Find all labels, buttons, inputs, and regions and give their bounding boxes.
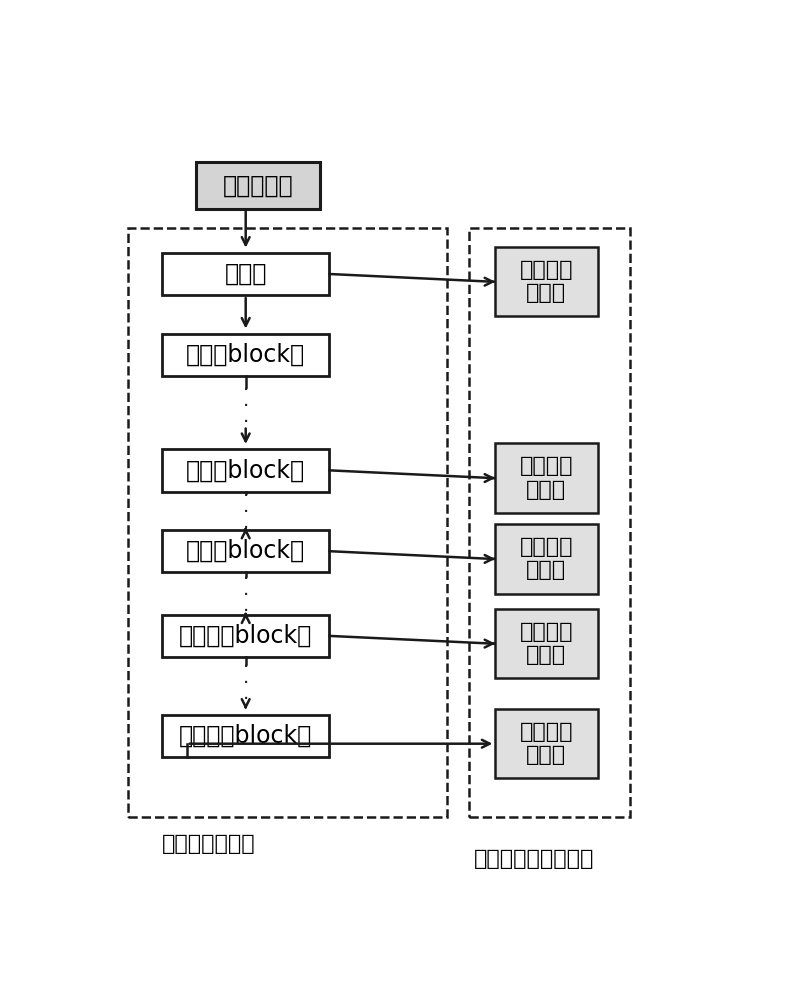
Bar (162, 715, 330, 757)
Text: 第四个block块: 第四个block块 (186, 458, 306, 482)
Text: ·
·
·: · · · (242, 658, 249, 709)
Text: 第一个block块: 第一个block块 (186, 343, 306, 367)
Text: 第八个block块: 第八个block块 (186, 539, 306, 563)
Text: 遥感图像块的特征图: 遥感图像块的特征图 (474, 849, 594, 869)
Bar (495, 247, 598, 316)
Text: 第三个子
特征图: 第三个子 特征图 (520, 537, 573, 580)
Bar (162, 334, 330, 376)
Text: 第二个子
特征图: 第二个子 特征图 (520, 456, 573, 500)
Text: 第一个子
特征图: 第一个子 特征图 (520, 260, 573, 303)
Bar (495, 443, 598, 513)
Bar (196, 162, 320, 209)
Text: 第五个子
特征图: 第五个子 特征图 (520, 722, 573, 765)
Bar (128, 228, 447, 817)
Bar (162, 530, 330, 572)
Text: 遥感图像块: 遥感图像块 (222, 173, 294, 197)
Text: 卷积层: 卷积层 (225, 262, 267, 286)
Text: ·
·
·: · · · (242, 570, 249, 621)
Text: 第十六个block块: 第十六个block块 (179, 624, 312, 648)
Text: 第二十个block块: 第二十个block块 (179, 724, 312, 748)
Text: ·
·
·: · · · (242, 487, 249, 538)
Bar (162, 449, 330, 492)
Bar (495, 609, 598, 678)
Bar (162, 615, 330, 657)
Bar (469, 228, 630, 817)
Text: ·
·
·: · · · (242, 381, 249, 432)
Text: 特征提取超网络: 特征提取超网络 (162, 834, 255, 854)
Bar (495, 524, 598, 594)
Bar (495, 709, 598, 778)
Text: 第四个子
特征图: 第四个子 特征图 (520, 622, 573, 665)
Bar (162, 253, 330, 295)
